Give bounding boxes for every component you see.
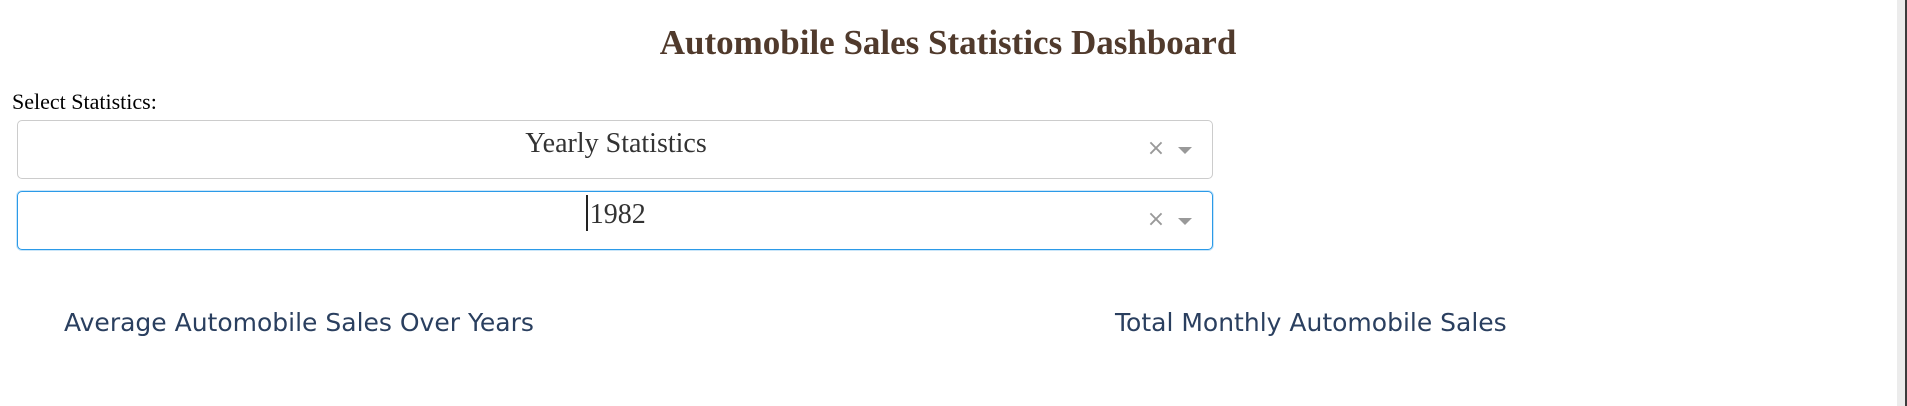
text-cursor	[586, 195, 588, 231]
statistics-dropdown-value: Yearly Statistics	[525, 128, 707, 159]
page-title: Automobile Sales Statistics Dashboard	[659, 23, 1237, 62]
year-dropdown[interactable]: 1982 ×	[17, 191, 1213, 250]
year-dropdown-input[interactable]: 1982	[18, 192, 1214, 249]
window-edge-border	[1905, 0, 1907, 406]
year-dropdown-value: 1982	[589, 199, 646, 230]
monthly-sales-chart-title: Total Monthly Automobile Sales	[1115, 308, 1507, 337]
clear-icon[interactable]: ×	[1146, 136, 1166, 161]
clear-icon[interactable]: ×	[1146, 207, 1166, 232]
chevron-down-icon[interactable]	[1178, 218, 1192, 225]
chevron-down-icon[interactable]	[1178, 147, 1192, 154]
window-edge	[1897, 0, 1907, 406]
select-statistics-label: Select Statistics:	[12, 89, 157, 114]
statistics-dropdown[interactable]: Yearly Statistics ×	[17, 120, 1213, 179]
average-sales-chart-title: Average Automobile Sales Over Years	[64, 308, 534, 337]
